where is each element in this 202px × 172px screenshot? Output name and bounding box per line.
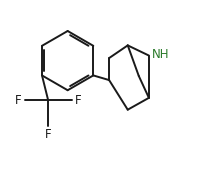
Text: F: F xyxy=(75,94,82,107)
Text: F: F xyxy=(45,128,51,141)
Text: F: F xyxy=(14,94,21,107)
Text: NH: NH xyxy=(152,48,169,61)
